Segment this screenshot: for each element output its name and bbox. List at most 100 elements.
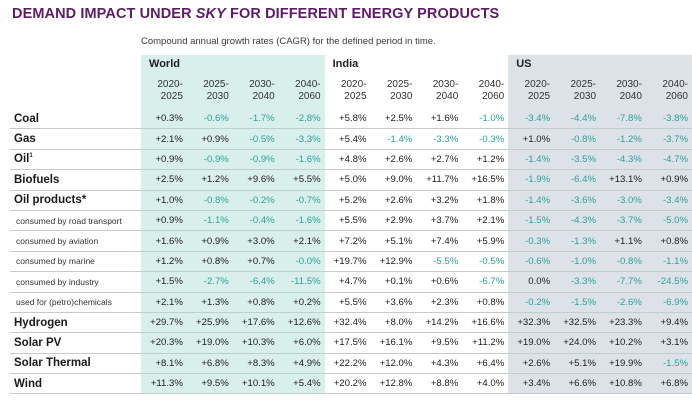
period-header-us-0: 2020- 2025 bbox=[508, 73, 555, 109]
value-cell: +12.0% bbox=[370, 353, 417, 375]
value-cell: +0.8% bbox=[232, 292, 279, 313]
value-cell: +17.6% bbox=[232, 312, 279, 334]
value-cell: +32.4% bbox=[324, 312, 371, 334]
value-cell: -3.5% bbox=[554, 149, 601, 171]
value-cell: +29.7% bbox=[141, 312, 187, 334]
row-label: Solar Thermal bbox=[10, 353, 142, 375]
value-cell: +10.1% bbox=[232, 373, 279, 395]
value-cell: -6.7% bbox=[462, 271, 509, 293]
value-cell: -1.2% bbox=[600, 128, 646, 150]
value-cell: +16.6% bbox=[462, 312, 509, 334]
value-cell: -0.8% bbox=[186, 190, 233, 211]
value-cell: +2.5% bbox=[141, 169, 187, 191]
value-cell: +16.5% bbox=[462, 169, 509, 191]
value-cell: +3.0% bbox=[232, 230, 279, 252]
value-cell: +24.0% bbox=[554, 332, 601, 354]
value-cell: +5.5% bbox=[324, 210, 371, 232]
value-cell: +8.1% bbox=[141, 353, 187, 375]
corner-cell bbox=[10, 73, 142, 109]
value-cell: +0.8% bbox=[186, 251, 233, 273]
value-cell: +6.4% bbox=[462, 353, 509, 375]
value-cell: +7.4% bbox=[416, 230, 463, 252]
value-cell: -4.4% bbox=[554, 109, 601, 130]
value-cell: +2.1% bbox=[141, 292, 187, 313]
value-cell: +0.7% bbox=[232, 251, 279, 273]
value-cell: +5.5% bbox=[278, 169, 325, 191]
cagr-table: World India US 2020- 2025 2025- 2030 2030- 20… bbox=[10, 55, 692, 395]
value-cell: +2.1% bbox=[141, 128, 187, 150]
row-label: consumed by road transport bbox=[10, 210, 142, 232]
value-cell: +4.9% bbox=[278, 353, 325, 375]
table-row: consumed by marine +1.2% +0.8% +0.7% -0.0% +1… bbox=[10, 251, 692, 273]
table-row: Wind +11.3% +9.5% +10.1% +5.4% +20.2% +12.8% +8… bbox=[10, 373, 692, 395]
period-header-world-2: 2030- 2040 bbox=[232, 73, 279, 109]
table-row: Solar Thermal +8.1% +6.8% +8.3% +4.9% +22.2% +… bbox=[10, 353, 692, 375]
value-cell: +2.7% bbox=[416, 149, 463, 171]
table-row: Oil products* +1.0% -0.8% -0.2% -0.7% +5.2% +2… bbox=[10, 190, 692, 211]
table-subtitle: Compound annual growth rates (CAGR) for … bbox=[141, 36, 436, 47]
value-cell: +11.2% bbox=[462, 332, 509, 354]
value-cell: +0.6% bbox=[416, 271, 463, 293]
value-cell: -0.3% bbox=[462, 128, 509, 150]
table-row: Coal +0.3% -0.6% -1.7% -2.8% +5.8% +2.5% +1.6% -… bbox=[10, 109, 692, 130]
table-row: Hydrogen +29.7% +25.9% +17.6% +12.6% +32.4% +8… bbox=[10, 312, 692, 334]
row-label: used for (petro)chemicals bbox=[10, 292, 142, 313]
value-cell: +8.3% bbox=[232, 353, 279, 375]
value-cell: +2.6% bbox=[370, 149, 417, 171]
value-cell: -3.3% bbox=[554, 271, 601, 293]
value-cell: -3.3% bbox=[416, 128, 463, 150]
value-cell: +12.6% bbox=[278, 312, 325, 334]
value-cell: -0.0% bbox=[278, 251, 325, 273]
value-cell: -7.7% bbox=[600, 271, 646, 293]
value-cell: +19.7% bbox=[324, 251, 371, 273]
value-cell: -1.1% bbox=[186, 210, 233, 232]
period-header-row: 2020- 2025 2025- 2030 2030- 2040 2040- 2060 2020… bbox=[10, 73, 692, 109]
row-label: Oil1 bbox=[10, 149, 142, 171]
region-header-us: US bbox=[508, 55, 692, 73]
value-cell: -1.7% bbox=[232, 109, 279, 130]
table-row: used for (petro)chemicals +2.1% +1.3% +0.8%… bbox=[10, 292, 692, 313]
value-cell: +5.1% bbox=[370, 230, 417, 252]
table-row: Solar PV +20.3% +19.0% +10.3% +6.0% +17.5% +16… bbox=[10, 332, 692, 354]
value-cell: +2.6% bbox=[370, 190, 417, 211]
value-cell: +0.9% bbox=[141, 149, 187, 171]
value-cell: -5.5% bbox=[416, 251, 463, 273]
value-cell: +11.7% bbox=[416, 169, 463, 191]
row-label: Oil products* bbox=[10, 190, 142, 211]
value-cell: -1.0% bbox=[462, 109, 509, 130]
value-cell: -1.1% bbox=[645, 251, 692, 273]
value-cell: +12.8% bbox=[370, 373, 417, 395]
value-cell: -1.5% bbox=[508, 210, 555, 232]
value-cell: -3.4% bbox=[508, 109, 555, 130]
row-label: Gas bbox=[10, 128, 142, 150]
value-cell: +1.1% bbox=[600, 230, 646, 252]
value-cell: -3.3% bbox=[278, 128, 325, 150]
value-cell: +6.8% bbox=[645, 373, 692, 395]
value-cell: -0.6% bbox=[186, 109, 233, 130]
value-cell: +14.2% bbox=[416, 312, 463, 334]
value-cell: +20.2% bbox=[324, 373, 371, 395]
table-row: Oil1 +0.9% -0.9% -0.9% -1.6% +4.8% +2.6% +2.7% +… bbox=[10, 149, 692, 171]
value-cell: +2.3% bbox=[416, 292, 463, 313]
row-label: Wind bbox=[10, 373, 142, 395]
value-cell: -0.6% bbox=[508, 251, 555, 273]
row-label: Solar PV bbox=[10, 332, 142, 354]
row-label: Hydrogen bbox=[10, 312, 142, 334]
value-cell: +2.9% bbox=[370, 210, 417, 232]
value-cell: +0.9% bbox=[186, 230, 233, 252]
value-cell: +2.1% bbox=[278, 230, 325, 252]
table-row: Gas +2.1% +0.9% -0.5% -3.3% +5.4% -1.4% -3.3% -0… bbox=[10, 128, 692, 150]
value-cell: +1.5% bbox=[141, 271, 187, 293]
value-cell: -0.8% bbox=[600, 251, 646, 273]
page-title: DEMAND IMPACT UNDER SKY FOR DIFFERENT EN… bbox=[12, 6, 500, 22]
value-cell: +9.6% bbox=[232, 169, 279, 191]
value-cell: -1.5% bbox=[645, 353, 692, 375]
period-header-world-3: 2040- 2060 bbox=[278, 73, 325, 109]
value-cell: +4.8% bbox=[324, 149, 371, 171]
corner-cell bbox=[10, 55, 142, 73]
value-cell: +19.0% bbox=[186, 332, 233, 354]
value-cell: +1.2% bbox=[462, 149, 509, 171]
period-header-world-1: 2025- 2030 bbox=[186, 73, 233, 109]
value-cell: +1.3% bbox=[186, 292, 233, 313]
value-cell: -2.6% bbox=[600, 292, 646, 313]
